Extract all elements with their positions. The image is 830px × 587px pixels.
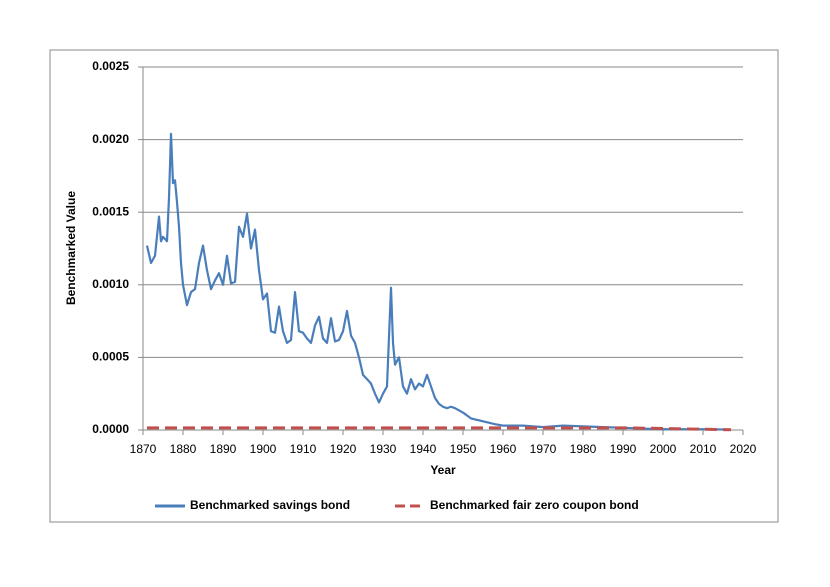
x-tick-label: 2000 bbox=[650, 442, 677, 456]
x-tick-label: 1990 bbox=[610, 442, 637, 456]
y-tick-label: 0.0025 bbox=[92, 59, 129, 73]
y-tick-label: 0.0010 bbox=[92, 277, 129, 291]
x-tick-label: 1980 bbox=[570, 442, 597, 456]
legend-label: Benchmarked savings bond bbox=[190, 498, 350, 512]
x-tick-label: 2020 bbox=[730, 442, 757, 456]
series-line bbox=[145, 132, 732, 431]
legend-label: Benchmarked fair zero coupon bond bbox=[430, 498, 639, 512]
x-tick-label: 1890 bbox=[210, 442, 237, 456]
y-tick-label: 0.0005 bbox=[92, 350, 129, 364]
x-tick-label: 1870 bbox=[130, 442, 157, 456]
y-tick-label: 0.0015 bbox=[92, 204, 129, 218]
x-tick-label: 1930 bbox=[370, 442, 397, 456]
x-tick-label: 1900 bbox=[250, 442, 277, 456]
x-axis-title: Year bbox=[430, 463, 456, 477]
y-axis-title: Benchmarked Value bbox=[64, 191, 78, 305]
y-tick-label: 0.0020 bbox=[92, 132, 129, 146]
x-tick-label: 1880 bbox=[170, 442, 197, 456]
series-line bbox=[147, 426, 732, 432]
x-tick-label: 1970 bbox=[530, 442, 557, 456]
y-tick-label: 0.0000 bbox=[92, 422, 129, 436]
x-tick-label: 1960 bbox=[490, 442, 517, 456]
chart-border bbox=[49, 49, 779, 523]
x-tick-label: 1920 bbox=[330, 442, 357, 456]
x-tick-label: 2010 bbox=[690, 442, 717, 456]
x-tick-label: 1910 bbox=[290, 442, 317, 456]
x-tick-label: 1950 bbox=[450, 442, 477, 456]
x-tick-label: 1940 bbox=[410, 442, 437, 456]
